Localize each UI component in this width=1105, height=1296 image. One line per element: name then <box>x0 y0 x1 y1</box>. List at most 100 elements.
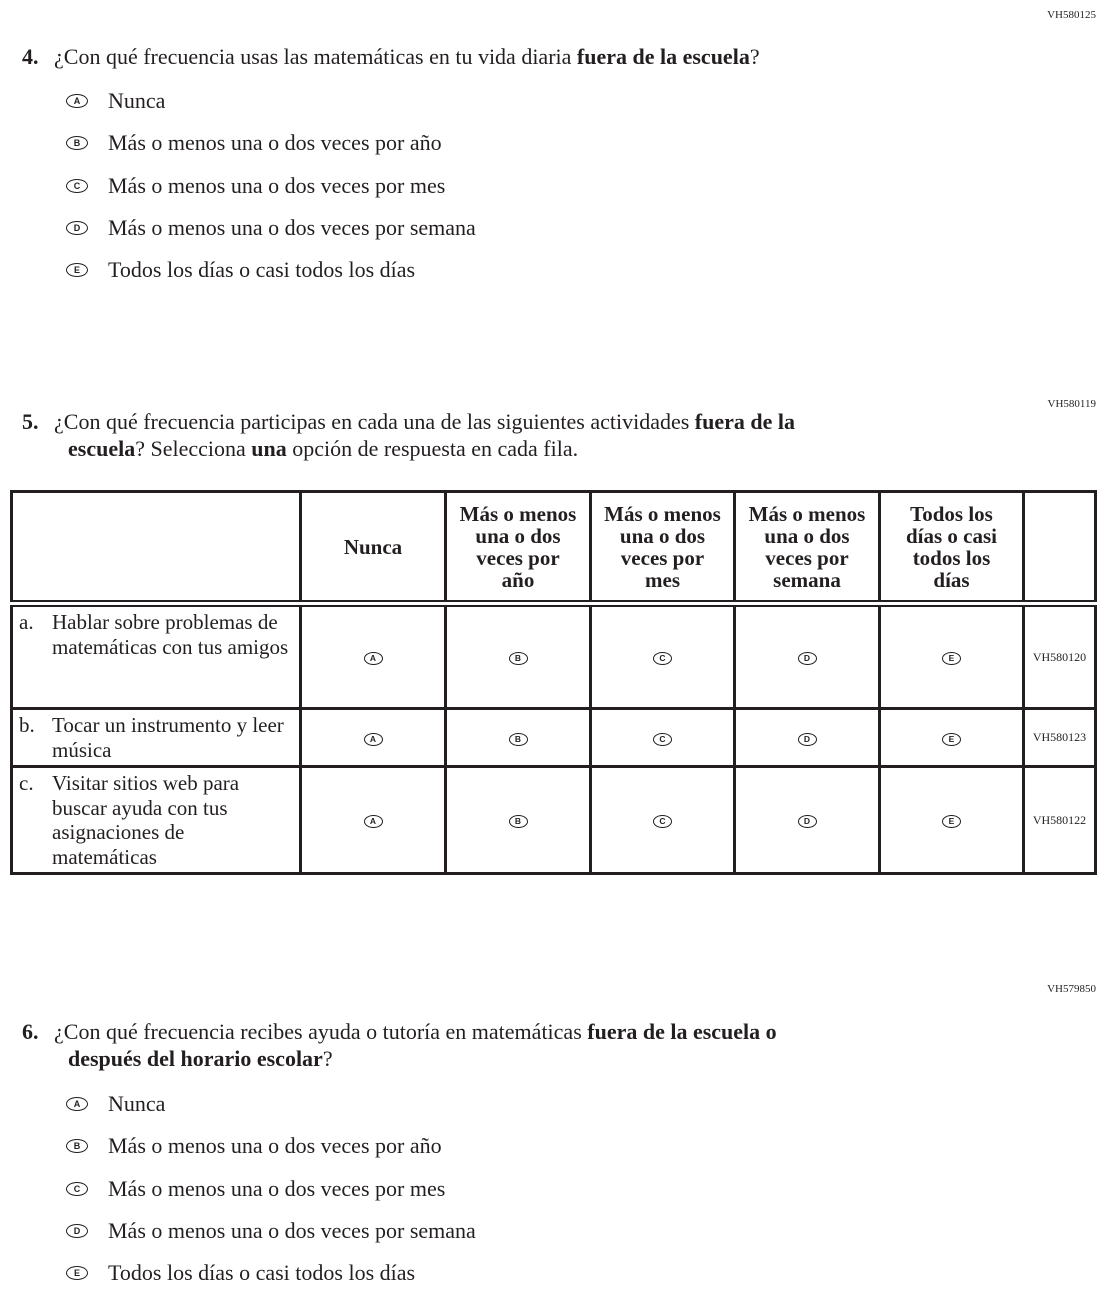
answer-cell: D <box>733 765 881 875</box>
table-row: a. Hablar sobre problemas de matemáticas … <box>10 602 1097 710</box>
option-label: Más o menos una o dos veces por año <box>108 1133 442 1159</box>
bubble-a-icon[interactable]: A <box>66 94 88 108</box>
option-label: Nunca <box>108 1091 166 1116</box>
row-letter: c. <box>19 771 34 795</box>
bubble-a-icon[interactable]: A <box>363 652 383 665</box>
bubble-d-icon[interactable]: D <box>797 732 817 746</box>
question-number: 5. <box>22 409 39 434</box>
bubble-a-icon[interactable]: A <box>363 732 383 746</box>
row-letter: a. <box>19 610 34 634</box>
bubble-c-icon[interactable]: C <box>66 178 88 193</box>
bubble-d-icon[interactable]: D <box>66 1223 88 1238</box>
question-number: 6. <box>22 1019 39 1044</box>
option-label: Nunca <box>108 88 166 113</box>
answer-option[interactable]: A Nunca <box>66 88 165 114</box>
row-label: c. Visitar sitios web para buscar ayuda c… <box>10 765 302 875</box>
header-code-column <box>1022 490 1097 605</box>
answer-option[interactable]: B Más o menos una o dos veces por año <box>66 130 442 156</box>
question-text: ? <box>322 1046 333 1071</box>
bubble-a-icon[interactable]: A <box>363 815 383 828</box>
question-6: 6. ¿Con qué frecuencia recibes ayuda o tu… <box>22 1018 922 1072</box>
question-text: ¿Con qué frecuencia recibes ayuda o tuto… <box>54 1019 588 1044</box>
answer-cell: B <box>444 707 592 768</box>
answer-cell: E <box>878 765 1025 875</box>
option-label: Más o menos una o dos veces por mes <box>108 1175 446 1201</box>
activity-frequency-table: Nunca Más o menos una o dos veces por año… <box>10 490 1097 875</box>
bubble-b-icon[interactable]: B <box>508 732 528 746</box>
answer-cell: C <box>589 707 736 768</box>
bubble-b-icon[interactable]: B <box>508 815 528 828</box>
bubble-b-icon[interactable]: B <box>508 652 528 665</box>
answer-option[interactable]: A Nunca <box>66 1091 165 1117</box>
answer-option[interactable]: C Más o menos una o dos veces por mes <box>66 1176 445 1202</box>
bubble-b-icon[interactable]: B <box>66 136 88 151</box>
bubble-e-icon[interactable]: E <box>66 1266 88 1281</box>
row-label: a. Hablar sobre problemas de matemáticas … <box>10 602 302 710</box>
row-label: b. Tocar un instrumento y leer música <box>10 707 302 768</box>
item-code: VH580123 <box>1022 707 1097 768</box>
answer-cell: A <box>299 765 447 875</box>
bubble-e-icon[interactable]: E <box>942 652 961 665</box>
answer-cell: A <box>299 602 447 710</box>
column-header: Más o menos una o dos veces por semana <box>733 490 881 605</box>
answer-option[interactable]: D Más o menos una o dos veces por semana <box>66 1218 476 1244</box>
option-label: Más o menos una o dos veces por semana <box>108 1217 476 1243</box>
question-text: ¿Con qué frecuencia participas en cada u… <box>54 409 695 434</box>
question-text: ? <box>749 44 760 69</box>
item-code: VH579850 <box>1047 983 1096 995</box>
bubble-c-icon[interactable]: C <box>66 1181 88 1196</box>
column-header: Nunca <box>299 490 447 605</box>
bubble-a-icon[interactable]: A <box>66 1097 88 1111</box>
question-text: ¿Con qué frecuencia usas las matemáticas… <box>54 44 577 69</box>
item-code: VH580122 <box>1022 765 1097 875</box>
answer-cell: E <box>878 602 1025 710</box>
bubble-e-icon[interactable]: E <box>66 263 88 278</box>
question-text-bold: fuera de la <box>694 409 795 434</box>
answer-option[interactable]: C Más o menos una o dos veces por mes <box>66 173 445 199</box>
question-4: 4. ¿Con qué frecuencia usas las matemátic… <box>22 43 922 70</box>
option-label: Todos los días o casi todos los días <box>108 257 416 283</box>
bubble-e-icon[interactable]: E <box>942 815 961 828</box>
bubble-b-icon[interactable]: B <box>66 1139 88 1154</box>
table-row: b. Tocar un instrumento y leer música A B C D… <box>10 707 1097 768</box>
question-text-bold: una <box>251 436 287 461</box>
column-header: Más o menos una o dos veces por mes <box>589 490 736 605</box>
header-empty <box>10 490 302 605</box>
answer-cell: D <box>733 707 881 768</box>
bubble-d-icon[interactable]: D <box>797 815 817 828</box>
question-text-bold: fuera de la escuela <box>576 44 750 69</box>
question-text-bold: fuera de la escuela o <box>587 1019 777 1044</box>
column-header: Más o menos una o dos veces por año <box>444 490 592 605</box>
bubble-d-icon[interactable]: D <box>797 652 817 665</box>
answer-cell: C <box>589 602 736 710</box>
option-label: Más o menos una o dos veces por semana <box>108 214 476 240</box>
question-text: opción de respuesta en cada fila. <box>286 436 579 461</box>
answer-option[interactable]: B Más o menos una o dos veces por año <box>66 1133 442 1159</box>
answer-cell: C <box>589 765 736 875</box>
answer-cell: D <box>733 602 881 710</box>
row-letter: b. <box>19 713 35 737</box>
row-text: Visitar sitios web para buscar ayuda con… <box>52 771 240 869</box>
answer-option[interactable]: E Todos los días o casi todos los días <box>66 1260 415 1286</box>
bubble-c-icon[interactable]: C <box>653 815 672 828</box>
bubble-c-icon[interactable]: C <box>653 652 672 665</box>
question-5: 5. ¿Con qué frecuencia participas en cada… <box>22 408 922 462</box>
row-text: Tocar un instrumento y leer música <box>52 713 284 762</box>
answer-option[interactable]: D Más o menos una o dos veces por semana <box>66 215 476 241</box>
table-row: c. Visitar sitios web para buscar ayuda c… <box>10 765 1097 875</box>
item-code: VH580120 <box>1022 602 1097 710</box>
bubble-e-icon[interactable]: E <box>942 732 961 746</box>
answer-option[interactable]: E Todos los días o casi todos los días <box>66 257 415 283</box>
answer-cell: B <box>444 765 592 875</box>
question-text: ? Selecciona <box>135 436 252 461</box>
question-number: 4. <box>22 44 39 69</box>
bubble-c-icon[interactable]: C <box>653 732 672 746</box>
option-label: Más o menos una o dos veces por mes <box>108 172 446 198</box>
item-code: VH580119 <box>1047 398 1096 410</box>
option-label: Todos los días o casi todos los días <box>108 1260 416 1286</box>
answer-cell: B <box>444 602 592 710</box>
question-text-bold: después del horario escolar <box>68 1046 323 1071</box>
item-code: VH580125 <box>1047 9 1096 21</box>
bubble-d-icon[interactable]: D <box>66 220 88 235</box>
answer-cell: E <box>878 707 1025 768</box>
